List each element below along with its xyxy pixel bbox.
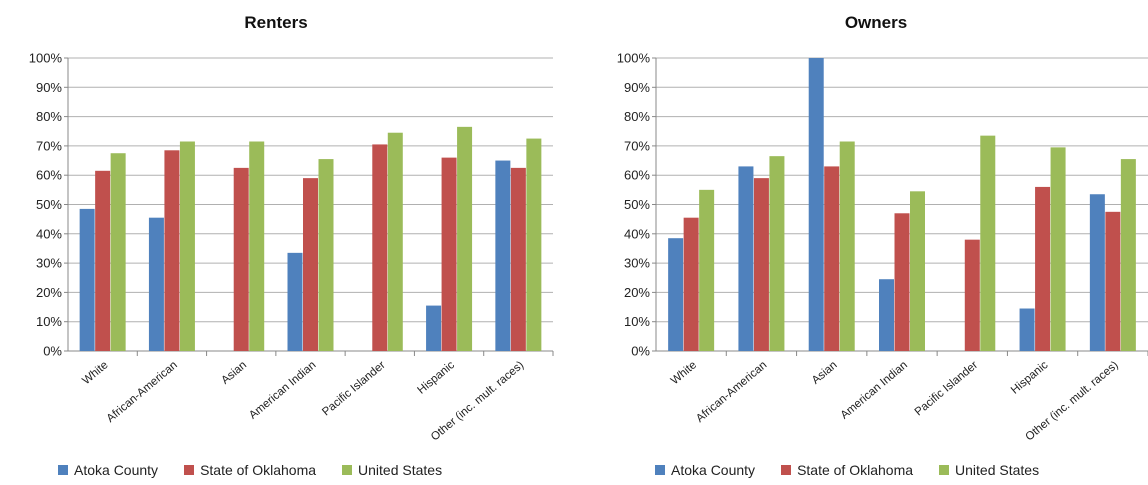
bar-united-states-american-indian (910, 191, 925, 351)
bar-united-states-pacific-islander (387, 132, 403, 351)
bar-united-states-pacific-islander (980, 135, 996, 351)
bar-state-of-oklahoma-pacific-islander (372, 144, 388, 351)
legend-label-atoka: Atoka County (74, 462, 159, 478)
legend-swatch-united-states (939, 465, 950, 475)
bar-state-of-oklahoma-african-american (753, 178, 769, 351)
x-tick-label: Pacific Islander (320, 359, 388, 418)
bar-state-of-oklahoma-hispanic (1035, 186, 1051, 351)
y-tick-label: 30% (36, 256, 62, 271)
bar-atoka-county-american-indian (879, 279, 894, 351)
x-tick-label: African-American (105, 359, 180, 425)
bar-atoka-county-other-inc-mult-races (495, 160, 511, 351)
chart-panel-owners: Owners 0% 10% 20% 30% 40% 50% 60% 70% 80% 90% 100% W… (617, 13, 1148, 443)
bar-united-states-white (110, 153, 126, 351)
bar-state-of-oklahoma-white (683, 217, 699, 351)
bar-state-of-oklahoma-asian (233, 167, 249, 351)
bar-state-of-oklahoma-hispanic (441, 157, 457, 351)
bar-state-of-oklahoma-pacific-islander (964, 239, 980, 351)
x-tick-label: African-American (694, 359, 769, 425)
bar-united-states-american-indian (318, 159, 334, 351)
y-tick-label: 70% (36, 138, 62, 153)
x-tick-label: Hispanic (1009, 359, 1051, 397)
legend-swatch-atoka (655, 465, 665, 475)
x-tick-label: American Indian (839, 359, 910, 422)
x-tick-label: White (80, 359, 110, 387)
y-tick-label: 90% (624, 80, 650, 95)
x-tick-label: Asian (810, 359, 840, 387)
bar-state-of-oklahoma-american-indian (303, 178, 318, 351)
y-tick-label: 20% (36, 285, 62, 300)
x-tick-label: American Indian (247, 359, 318, 422)
y-tick-label: 50% (36, 197, 62, 212)
legend-item-state-of-oklahoma: State of Oklahoma (184, 462, 316, 478)
y-tick-label: 40% (624, 226, 650, 241)
bar-atoka-county-hispanic (426, 305, 442, 351)
legend-swatch-oklahoma (781, 465, 792, 475)
bar-atoka-county-white (79, 208, 95, 351)
legend-label-oklahoma: State of Oklahoma (200, 462, 317, 478)
bar-united-states-other-inc-mult-races (526, 138, 542, 351)
y-tick-label: 60% (624, 168, 650, 183)
bar-united-states-asian (839, 141, 855, 351)
x-tick-label: Hispanic (415, 359, 457, 397)
bar-atoka-county-asian (808, 58, 824, 351)
y-tick-label: 10% (36, 314, 62, 329)
y-tick-label: 0% (43, 344, 62, 359)
x-tick-label: Pacific Islander (913, 359, 981, 418)
bar-united-states-other-inc-mult-races (1120, 159, 1136, 351)
chart-panel-renters: Renters 0% 10% 20% 30% 40% 50% 60% 70% 80% 90% 100%… (29, 13, 554, 443)
bar-united-states-african-american (179, 141, 195, 351)
y-tick-label: 100% (617, 51, 651, 66)
bar-atoka-county-white (668, 238, 684, 351)
y-tick-label: 50% (624, 197, 650, 212)
y-tick-label: 60% (36, 168, 62, 183)
bar-atoka-county-african-american (148, 217, 164, 351)
y-tick-label: 70% (624, 138, 650, 153)
y-tick-label: 100% (29, 51, 63, 66)
legend-item-atoka-county: Atoka County (655, 462, 755, 478)
legend-label-united-states: United States (358, 462, 443, 478)
legend-label-atoka: Atoka County (671, 462, 756, 478)
bar-state-of-oklahoma-other-inc-mult-races (510, 167, 526, 351)
chart-title: Owners (845, 13, 907, 32)
y-tick-label: 90% (36, 80, 62, 95)
legend-item-united-states: United States (342, 462, 442, 478)
legend-item-state-of-oklahoma: State of Oklahoma (781, 462, 913, 478)
bar-atoka-county-african-american (738, 166, 754, 351)
bar-state-of-oklahoma-other-inc-mult-races (1105, 211, 1121, 351)
chart-title: Renters (244, 13, 307, 32)
legend-label-oklahoma: State of Oklahoma (797, 462, 914, 478)
bar-state-of-oklahoma-american-indian (894, 213, 910, 351)
legend-swatch-oklahoma (184, 465, 195, 475)
bar-united-states-hispanic (457, 126, 473, 351)
y-tick-label: 20% (624, 285, 650, 300)
y-tick-label: 0% (631, 344, 650, 359)
y-tick-label: 80% (624, 109, 650, 124)
y-tick-label: 30% (624, 256, 650, 271)
bar-united-states-african-american (769, 156, 785, 351)
bar-united-states-white (699, 189, 715, 351)
renters-legend: Atoka County State of Oklahoma United St… (58, 460, 442, 480)
bar-state-of-oklahoma-white (95, 170, 111, 351)
y-tick-label: 80% (36, 109, 62, 124)
bar-atoka-county-hispanic (1019, 308, 1035, 351)
owners-legend: Atoka County State of Oklahoma United St… (655, 460, 1039, 480)
legend-swatch-atoka (58, 465, 68, 475)
y-tick-label: 10% (624, 314, 650, 329)
x-tick-label: White (669, 359, 699, 387)
bar-united-states-asian (249, 141, 265, 351)
bar-united-states-hispanic (1050, 147, 1066, 351)
bar-atoka-county-american-indian (287, 252, 303, 351)
x-tick-label: Asian (219, 359, 249, 387)
bar-atoka-county-other-inc-mult-races (1089, 194, 1105, 351)
bar-state-of-oklahoma-asian (824, 166, 840, 351)
legend-item-united-states: United States (939, 462, 1039, 478)
legend-item-atoka-county: Atoka County (58, 462, 158, 478)
bar-state-of-oklahoma-african-american (164, 150, 180, 351)
legend-swatch-united-states (342, 465, 353, 475)
y-tick-label: 40% (36, 226, 62, 241)
legend-label-united-states: United States (955, 462, 1040, 478)
